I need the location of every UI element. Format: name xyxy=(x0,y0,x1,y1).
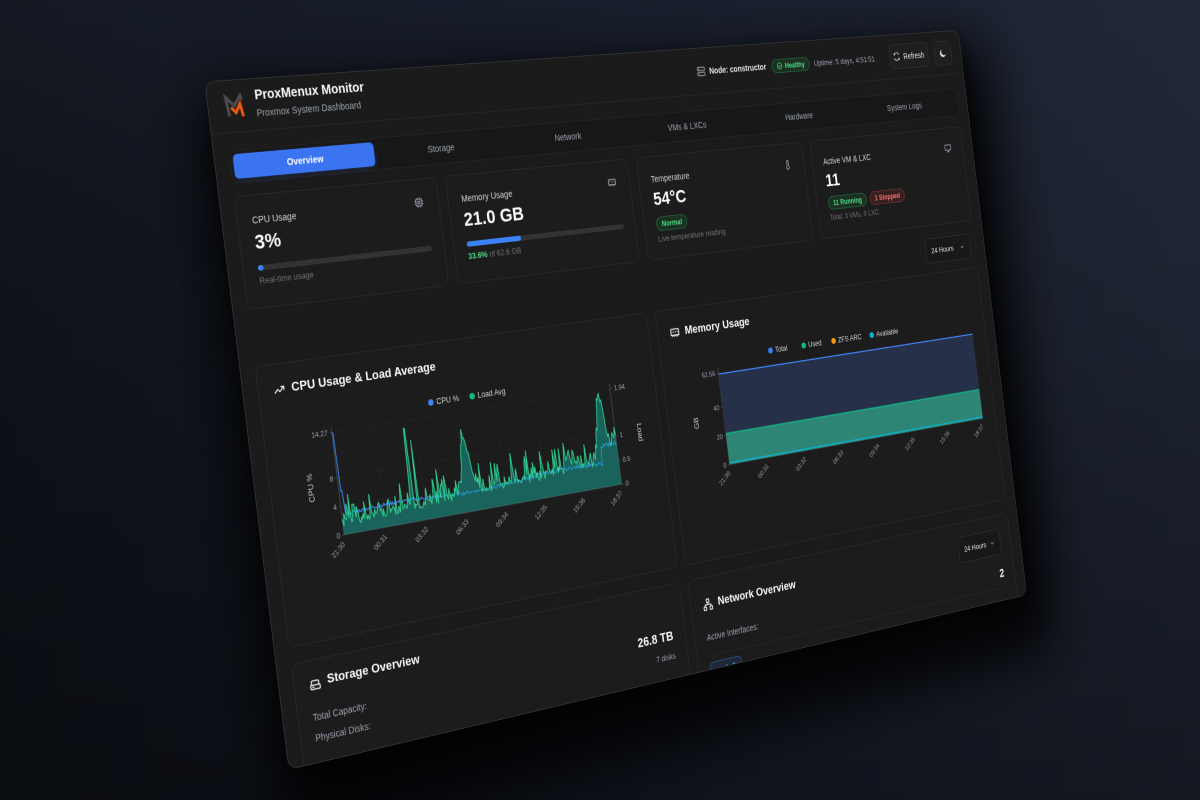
svg-text:8: 8 xyxy=(329,474,334,484)
svg-text:1.94: 1.94 xyxy=(613,382,625,392)
svg-text:21:30: 21:30 xyxy=(330,540,347,560)
svg-text:Load Avg: Load Avg xyxy=(477,386,506,400)
svg-text:03:32: 03:32 xyxy=(795,455,808,473)
svg-text:4: 4 xyxy=(333,503,338,513)
svg-text:00:31: 00:31 xyxy=(372,532,389,552)
svg-text:Total: Total xyxy=(775,343,788,354)
svg-text:15:36: 15:36 xyxy=(572,496,587,515)
svg-text:CPU %: CPU % xyxy=(304,473,316,504)
svg-text:CPU %: CPU % xyxy=(436,393,460,406)
svg-text:06:33: 06:33 xyxy=(832,448,845,465)
svg-text:20: 20 xyxy=(716,432,723,441)
svg-text:00:31: 00:31 xyxy=(757,462,771,480)
svg-text:18:37: 18:37 xyxy=(973,423,985,440)
svg-text:15:36: 15:36 xyxy=(939,429,951,446)
svg-text:Available: Available xyxy=(876,326,899,338)
svg-text:62.56: 62.56 xyxy=(701,369,715,379)
svg-text:18:37: 18:37 xyxy=(609,489,624,508)
svg-text:Used: Used xyxy=(808,338,823,349)
svg-text:21:30: 21:30 xyxy=(718,469,732,487)
svg-text:GB: GB xyxy=(692,417,701,430)
svg-text:06:33: 06:33 xyxy=(454,517,470,536)
svg-text:14.27: 14.27 xyxy=(311,428,328,440)
svg-text:09:34: 09:34 xyxy=(494,510,510,529)
svg-text:0: 0 xyxy=(625,479,629,488)
svg-text:ZFS ARC: ZFS ARC xyxy=(837,332,862,344)
svg-text:40: 40 xyxy=(713,404,720,413)
svg-text:0.5: 0.5 xyxy=(622,454,631,464)
svg-text:1: 1 xyxy=(619,431,623,440)
svg-text:12:35: 12:35 xyxy=(533,503,548,522)
svg-text:12:35: 12:35 xyxy=(904,435,916,452)
svg-text:03:32: 03:32 xyxy=(414,525,430,545)
svg-text:0: 0 xyxy=(723,461,727,470)
svg-text:Load: Load xyxy=(635,423,645,442)
svg-text:0: 0 xyxy=(336,531,341,541)
svg-text:09:34: 09:34 xyxy=(868,442,881,459)
